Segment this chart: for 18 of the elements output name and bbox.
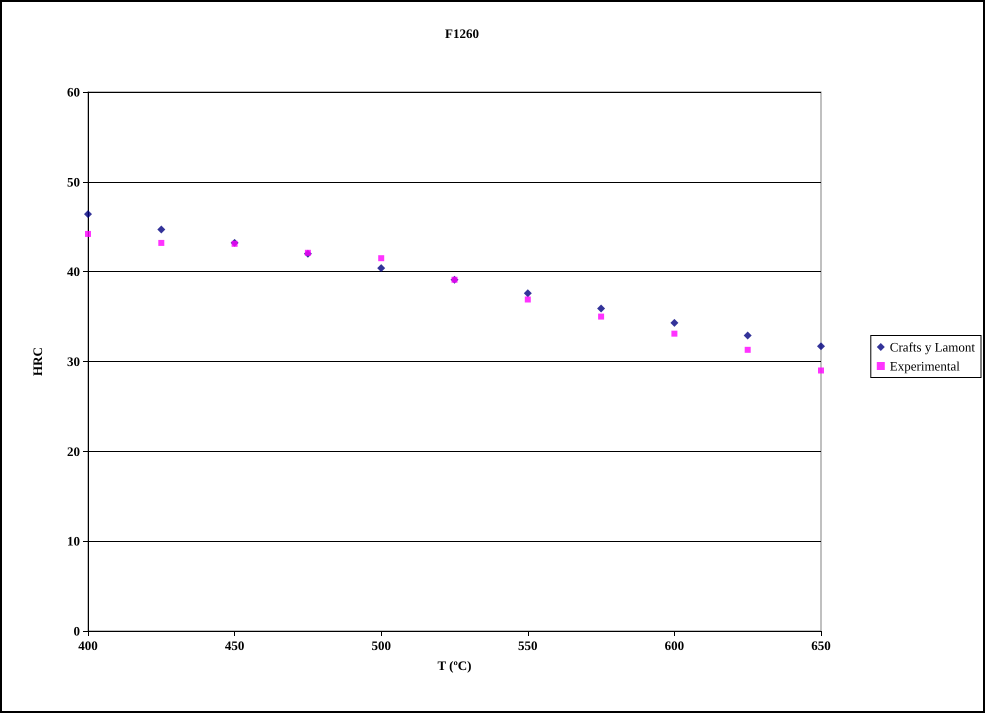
chart-title: F1260	[445, 26, 479, 41]
y-axis-title: HRC	[30, 347, 45, 376]
x-tick-label: 650	[811, 638, 831, 653]
x-tick-label: 450	[224, 638, 244, 653]
legend-label: Crafts y Lamont	[890, 340, 976, 354]
y-tick-label: 0	[74, 624, 80, 638]
x-tick-label: 500	[371, 638, 391, 653]
y-tick-label: 30	[67, 354, 80, 369]
x-axis-title: T (ºC)	[437, 658, 472, 673]
x-tick-label: 400	[78, 638, 98, 653]
legend-label: Experimental	[890, 358, 960, 374]
y-tick-label: 10	[67, 534, 80, 549]
x-tick-label: 600	[664, 638, 684, 653]
y-tick-label: 20	[67, 444, 80, 459]
y-tick-label: 50	[67, 174, 80, 190]
y-tick-label: 60	[67, 84, 80, 100]
x-tick-label: 550	[518, 638, 538, 653]
y-tick-label: 40	[67, 264, 80, 280]
